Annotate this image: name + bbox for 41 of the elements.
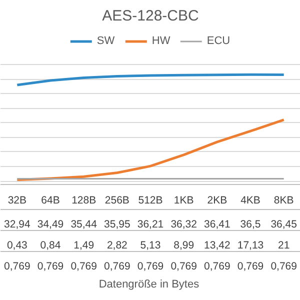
x-tick-label: 64B — [41, 194, 60, 206]
data-label: 34,49 — [37, 218, 64, 230]
data-label: 0,769 — [104, 260, 130, 272]
data-label: 35,95 — [104, 218, 130, 230]
data-label: 36,32 — [170, 218, 198, 230]
data-label: 21 — [278, 240, 290, 252]
data-label: 32,94 — [4, 218, 30, 230]
data-label: 13,42 — [204, 240, 230, 252]
x-tick-label: 256B — [104, 194, 130, 206]
data-label: 2,82 — [106, 240, 128, 252]
data-label: 36,5 — [240, 218, 261, 230]
data-label: 36,21 — [137, 218, 164, 230]
data-label: 36,45 — [270, 218, 298, 230]
data-label: 0,769 — [4, 260, 30, 272]
x-tick-label: 8KB — [274, 194, 294, 206]
x-tick-label: 128B — [72, 194, 96, 206]
data-label: 0,43 — [6, 240, 28, 252]
legend-label: HW — [152, 35, 172, 47]
data-label: 0,769 — [204, 260, 230, 272]
legend-label: SW — [96, 35, 116, 47]
data-label: 8,99 — [174, 240, 194, 252]
data-label: 0,769 — [170, 260, 198, 272]
data-label: 0,769 — [237, 260, 264, 272]
data-label: 1,49 — [74, 240, 94, 252]
x-tick-label: 2KB — [207, 194, 228, 206]
text: Datengröße in Bytes — [98, 278, 200, 290]
data-label: 0,84 — [40, 240, 61, 252]
data-label: 0,769 — [37, 260, 64, 272]
data-label: 17,13 — [237, 240, 264, 252]
x-tick-label: 512B — [138, 194, 163, 206]
chart-title: AES-128-CBC — [102, 8, 200, 24]
data-label: 0,769 — [137, 260, 164, 272]
x-tick-label: 4KB — [240, 194, 260, 206]
x-tick-label: 1KB — [174, 194, 194, 206]
data-label: 36,41 — [204, 218, 230, 230]
data-label: 0,769 — [270, 260, 298, 272]
data-label: 35,44 — [70, 218, 98, 230]
data-label: 0,769 — [70, 260, 98, 272]
data-label: 5,13 — [140, 240, 161, 252]
legend-label: ECU — [206, 35, 230, 47]
x-tick-label: 32B — [8, 194, 27, 206]
